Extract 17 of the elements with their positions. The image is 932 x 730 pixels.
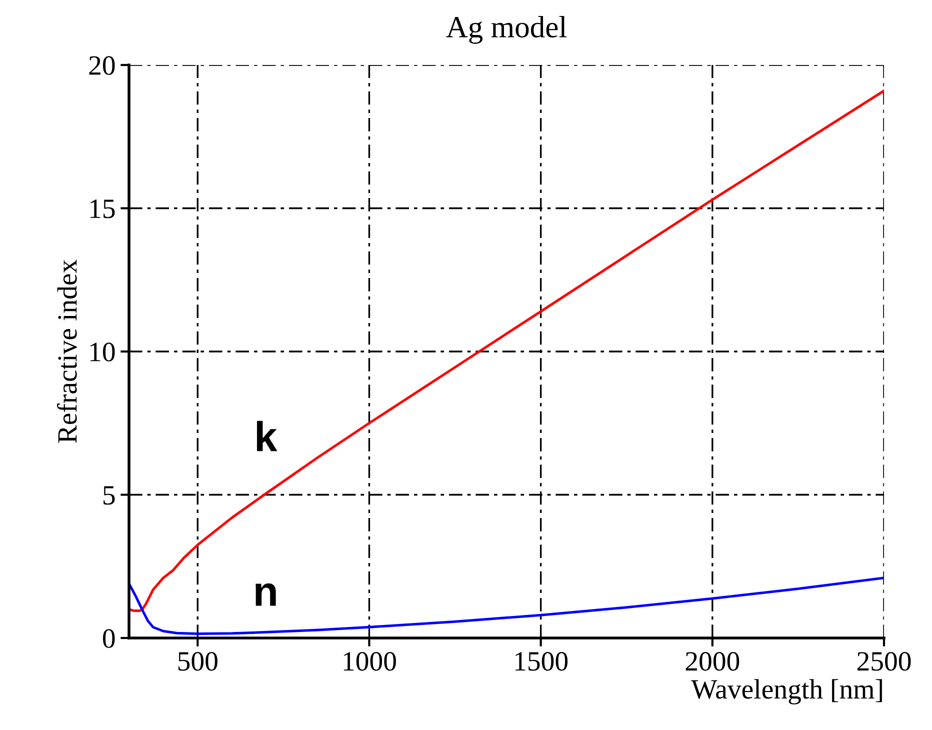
y-tick-label: 0 bbox=[102, 629, 115, 648]
x-tick-label: 2000 bbox=[686, 652, 740, 671]
line-series bbox=[129, 90, 884, 612]
x-tick-label: 1500 bbox=[515, 652, 568, 671]
series-label: k bbox=[256, 420, 278, 452]
y-tick-label: 20 bbox=[89, 56, 115, 75]
series-label: n bbox=[256, 583, 276, 606]
y-axis-title: Refractive index bbox=[57, 260, 77, 443]
x-tick-label: 2500 bbox=[857, 652, 911, 671]
x-axis-title: Wavelength [nm] bbox=[691, 679, 882, 704]
line-series bbox=[129, 576, 884, 635]
x-tick-label: 1000 bbox=[344, 652, 396, 671]
x-tick-label: 500 bbox=[178, 652, 218, 671]
y-tick-label: 10 bbox=[90, 342, 115, 362]
y-tick-label: 15 bbox=[90, 200, 115, 218]
chart-title: Ag model bbox=[446, 16, 567, 44]
y-tick-label: 5 bbox=[104, 486, 115, 505]
